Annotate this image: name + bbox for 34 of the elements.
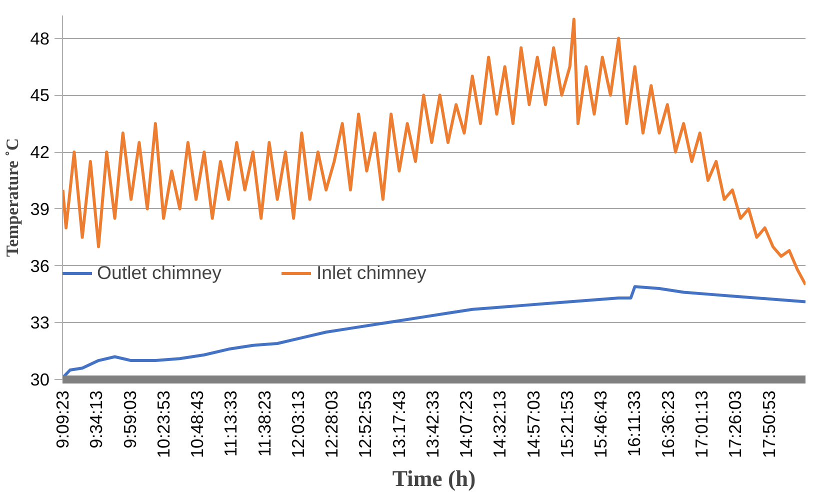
y-tick-label: 39 bbox=[30, 198, 50, 219]
x-tick-label: 11:38:23 bbox=[254, 390, 274, 457]
x-tick-label: 15:21:53 bbox=[556, 390, 577, 458]
x-tick-label: 12:28:03 bbox=[322, 390, 342, 458]
y-tick-label: 33 bbox=[30, 312, 50, 333]
x-tick-label: 17:01:13 bbox=[692, 390, 712, 458]
x-tick-label: 14:57:03 bbox=[523, 390, 544, 458]
x-tick-label: 16:36:23 bbox=[658, 390, 678, 458]
y-tick-label: 30 bbox=[30, 370, 50, 390]
x-tick-label: 9:34:13 bbox=[86, 390, 106, 448]
x-tick-label: 16:11:33 bbox=[624, 390, 644, 457]
x-tick-label: 12:03:13 bbox=[288, 390, 308, 458]
x-tick-label: 13:17:43 bbox=[388, 390, 409, 458]
x-tick-label: 14:07:23 bbox=[456, 390, 476, 458]
x-tick-label: 10:48:43 bbox=[187, 390, 208, 458]
x-tick-label: 14:32:13 bbox=[490, 390, 510, 458]
y-tick-label: 48 bbox=[30, 28, 50, 48]
x-tick-label: 17:26:03 bbox=[725, 390, 746, 458]
line-series bbox=[62, 18, 806, 286]
x-tick-label: 10:23:53 bbox=[153, 390, 174, 458]
y-tick-label: 36 bbox=[30, 256, 50, 276]
legend-label: Outlet chimney bbox=[97, 262, 222, 284]
x-tick-label: 13:42:33 bbox=[422, 390, 442, 458]
x-tick-label: 9:09:23 bbox=[52, 390, 72, 448]
x-tick-label: 15:46:43 bbox=[590, 390, 611, 458]
x-tick-label: 12:52:53 bbox=[355, 390, 376, 458]
y-tick-label: 42 bbox=[30, 142, 50, 162]
y-tick-label: 45 bbox=[30, 85, 50, 106]
x-tick-label: 17:50:53 bbox=[758, 390, 779, 458]
y-axis-title: Temperature ˚C bbox=[3, 138, 22, 257]
x-tick-label: 11:13:33 bbox=[220, 390, 241, 457]
x-tick-label: 9:59:03 bbox=[120, 390, 140, 448]
x-axis-title: Time (h) bbox=[392, 466, 476, 491]
legend-label: Inlet chimney bbox=[316, 262, 426, 284]
